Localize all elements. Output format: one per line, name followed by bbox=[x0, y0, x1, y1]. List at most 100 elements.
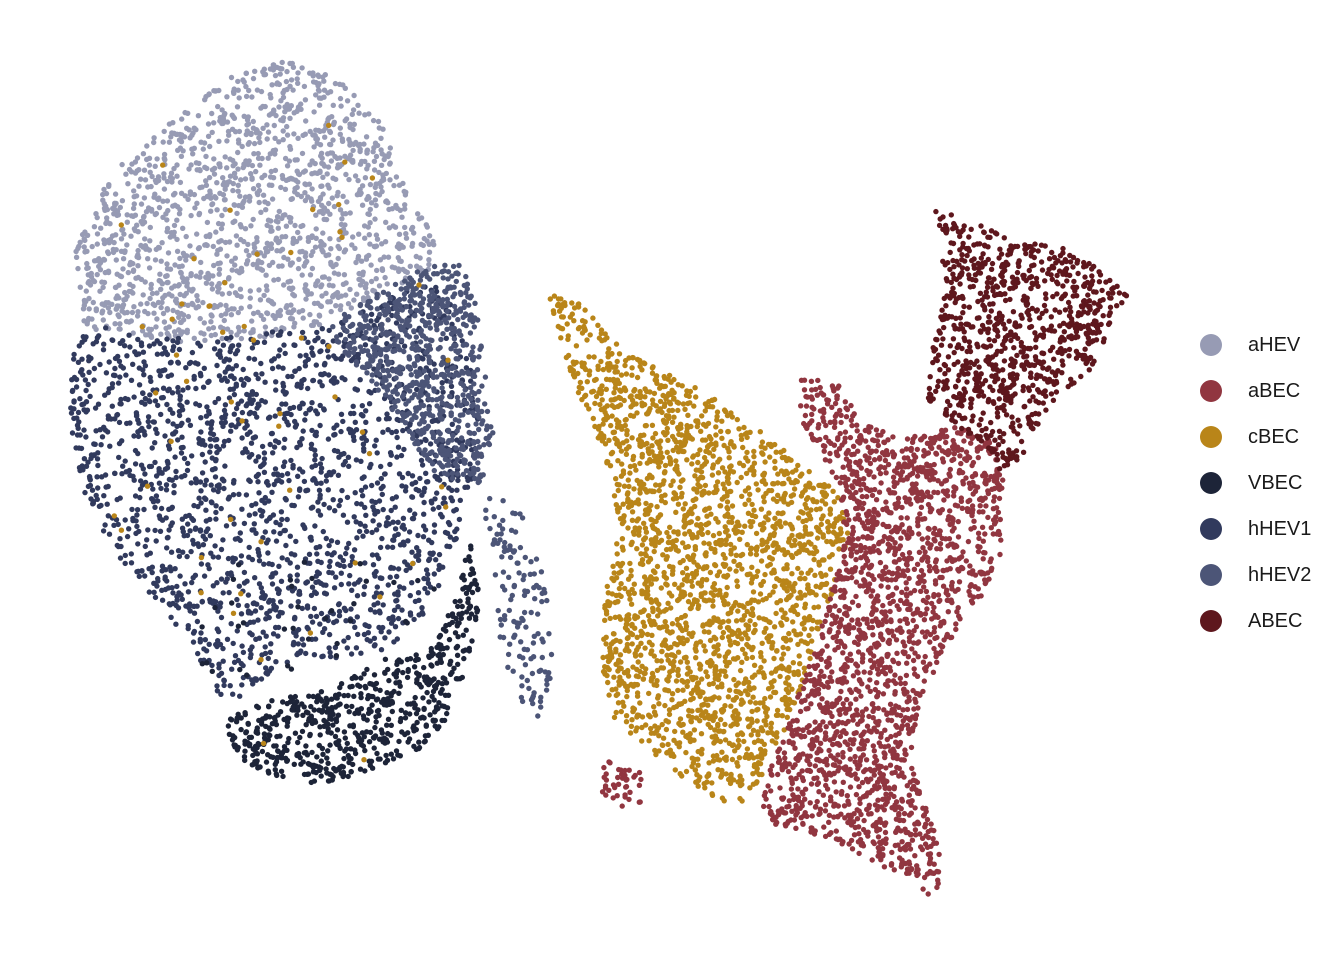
scatter-point bbox=[311, 652, 318, 658]
scatter-point bbox=[381, 702, 387, 708]
scatter-point bbox=[136, 382, 143, 388]
scatter-point bbox=[374, 142, 381, 149]
scatter-point bbox=[128, 551, 134, 557]
scatter-point bbox=[169, 520, 175, 526]
scatter-point bbox=[274, 80, 281, 86]
scatter-point bbox=[141, 359, 147, 365]
scatter-point bbox=[482, 401, 488, 407]
scatter-point bbox=[312, 244, 319, 250]
scatter-point bbox=[133, 275, 139, 281]
scatter-point bbox=[521, 572, 527, 579]
scatter-point bbox=[373, 568, 379, 575]
scatter-point bbox=[430, 374, 437, 381]
scatter-point bbox=[396, 241, 402, 247]
scatter-point bbox=[227, 348, 233, 355]
scatter-point bbox=[419, 492, 425, 498]
scatter-point bbox=[161, 186, 168, 192]
scatter-point bbox=[284, 516, 290, 523]
scatter-point bbox=[378, 629, 384, 635]
scatter-point bbox=[331, 353, 337, 359]
scatter-point bbox=[428, 645, 434, 652]
scatter-point bbox=[145, 256, 151, 262]
scatter-point bbox=[318, 183, 324, 189]
scatter-point bbox=[99, 310, 105, 316]
scatter-point bbox=[157, 515, 163, 522]
scatter-point bbox=[90, 501, 96, 507]
scatter-point bbox=[134, 507, 141, 513]
scatter-point bbox=[142, 177, 149, 183]
scatter-point bbox=[175, 605, 182, 611]
scatter-point bbox=[231, 521, 237, 527]
scatter-point bbox=[467, 603, 474, 609]
scatter-point bbox=[451, 336, 458, 342]
scatter-point bbox=[464, 281, 471, 287]
scatter-point bbox=[505, 664, 511, 670]
scatter-point bbox=[243, 131, 249, 138]
scatter-point bbox=[197, 184, 203, 191]
scatter-point bbox=[346, 314, 352, 320]
scatter-point bbox=[252, 68, 258, 75]
scatter-point bbox=[352, 624, 358, 630]
scatter-point bbox=[191, 628, 198, 635]
scatter-point bbox=[420, 695, 426, 701]
scatter-point bbox=[428, 313, 434, 319]
scatter-point bbox=[206, 641, 212, 647]
scatter-point bbox=[195, 340, 201, 346]
scatter-point bbox=[587, 332, 593, 338]
scatter-point bbox=[337, 684, 343, 691]
scatter-point bbox=[277, 65, 283, 72]
scatter-point bbox=[124, 242, 130, 248]
scatter-point bbox=[368, 758, 375, 764]
scatter-point bbox=[142, 543, 148, 550]
scatter-point bbox=[140, 221, 146, 227]
scatter-point bbox=[264, 610, 270, 617]
scatter-point bbox=[323, 478, 329, 484]
scatter-point bbox=[239, 435, 245, 441]
scatter-point bbox=[422, 733, 429, 739]
scatter-point bbox=[363, 685, 369, 691]
scatter-point bbox=[519, 674, 525, 680]
scatter-point bbox=[197, 528, 204, 534]
scatter-point bbox=[495, 607, 501, 614]
scatter-point bbox=[242, 176, 249, 182]
scatter-point bbox=[238, 726, 244, 733]
scatter-point bbox=[351, 547, 358, 553]
scatter-point bbox=[73, 445, 79, 451]
scatter-point bbox=[186, 360, 193, 367]
scatter-point bbox=[288, 215, 294, 221]
scatter-point bbox=[185, 460, 191, 467]
scatter-point bbox=[415, 707, 421, 713]
scatter-point bbox=[210, 598, 217, 604]
scatter-point bbox=[176, 314, 182, 320]
scatter-point bbox=[130, 283, 136, 290]
scatter-point bbox=[249, 632, 255, 638]
scatter-point bbox=[294, 751, 300, 758]
scatter-point bbox=[241, 520, 248, 527]
scatter-point bbox=[327, 299, 333, 305]
scatter-point bbox=[262, 644, 268, 650]
scatter-point bbox=[351, 297, 357, 303]
scatter-point bbox=[188, 480, 194, 486]
scatter-point bbox=[163, 273, 169, 279]
scatter-point bbox=[162, 586, 169, 593]
scatter-point bbox=[278, 184, 284, 191]
scatter-point bbox=[328, 246, 334, 252]
scatter-point bbox=[388, 722, 394, 728]
scatter-point bbox=[418, 684, 424, 690]
scatter-point bbox=[76, 343, 83, 349]
scatter-point bbox=[359, 403, 365, 409]
scatter-point bbox=[313, 226, 319, 232]
scatter-point bbox=[416, 671, 422, 678]
scatter-point bbox=[215, 554, 222, 560]
scatter-point bbox=[183, 365, 189, 371]
scatter-point bbox=[344, 645, 350, 651]
scatter-point bbox=[403, 285, 409, 292]
scatter-point bbox=[270, 175, 277, 181]
scatter-point bbox=[476, 414, 482, 420]
scatter-point bbox=[514, 624, 521, 630]
scatter-point bbox=[115, 212, 122, 218]
scatter-point bbox=[358, 675, 364, 681]
scatter-point bbox=[424, 674, 430, 680]
scatter-point bbox=[69, 388, 76, 395]
scatter-point bbox=[330, 102, 336, 109]
